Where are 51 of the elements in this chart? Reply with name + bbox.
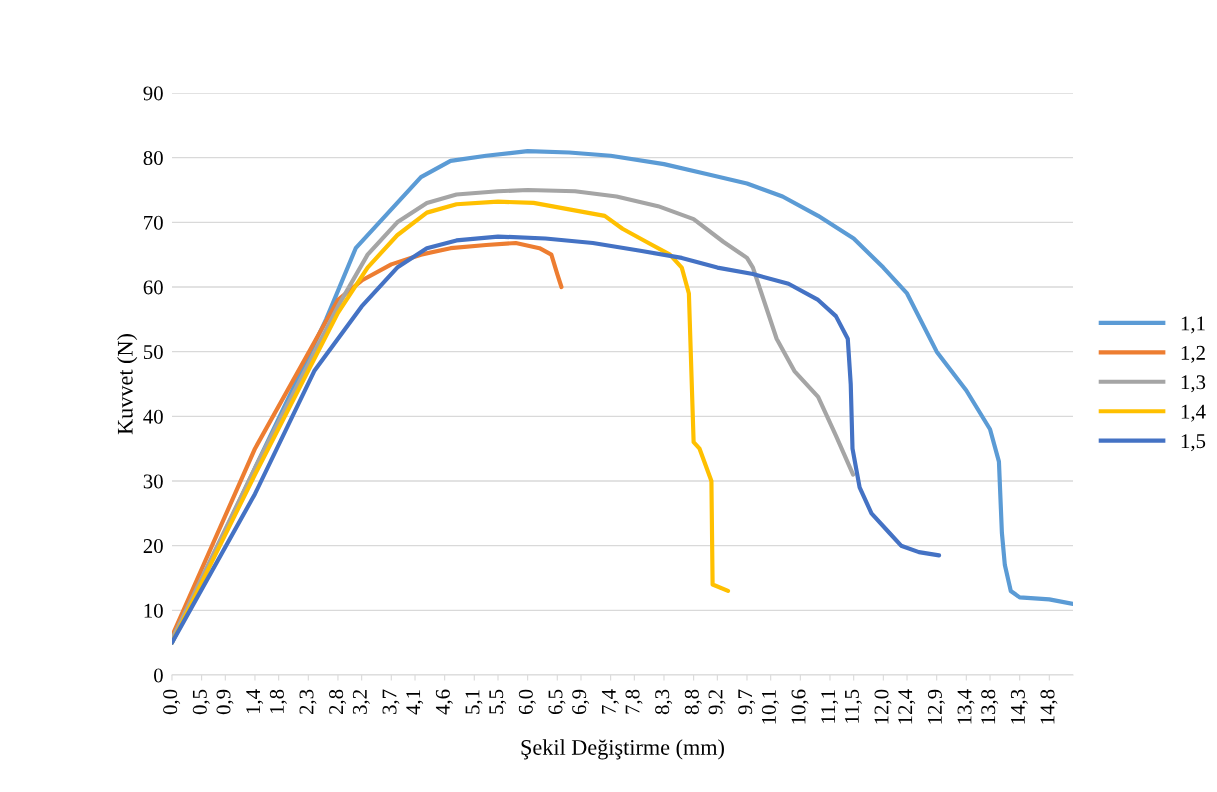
x-tick-label: 9,2 bbox=[708, 690, 726, 715]
x-tick-label: 4,6 bbox=[435, 689, 453, 715]
x-tick-label: 13,4 bbox=[957, 689, 975, 724]
legend-label: 1,5 bbox=[1181, 434, 1206, 452]
y-axis-title: Kuvvet (N) bbox=[117, 334, 138, 435]
y-tick-label: 70 bbox=[144, 215, 163, 230]
x-tick-label: 11,5 bbox=[844, 689, 862, 723]
x-tick-label: 0,5 bbox=[192, 689, 210, 715]
x-tick-label: 8,8 bbox=[684, 689, 702, 715]
legend-label: 1,2 bbox=[1181, 345, 1205, 363]
x-tick-label: 6,0 bbox=[518, 689, 536, 715]
x-tick-label: 10,1 bbox=[761, 690, 779, 724]
x-axis-title: Şekil Değiştirme (mm) bbox=[521, 739, 724, 760]
y-tick-label: 40 bbox=[143, 409, 163, 424]
x-tick-label: 6,9 bbox=[572, 689, 590, 715]
x-tick-label: 8,3 bbox=[655, 689, 673, 715]
x-tick-label: 2,8 bbox=[329, 689, 347, 715]
x-tick-label: 1,4 bbox=[246, 689, 264, 714]
x-tick-label: 14,8 bbox=[1040, 689, 1058, 724]
line-series bbox=[171, 234, 942, 645]
y-tick-label: 30 bbox=[143, 474, 163, 489]
x-tick-label: 2,3 bbox=[299, 689, 317, 715]
x-tick-label: 0,9 bbox=[216, 689, 234, 715]
x-tick-label: 11,1 bbox=[821, 690, 839, 723]
legend-label: 1,4 bbox=[1181, 404, 1206, 422]
x-tick-label: 12,0 bbox=[874, 689, 892, 724]
x-tick-label: 7,8 bbox=[625, 689, 643, 714]
x-tick-label: 3,7 bbox=[382, 689, 400, 714]
legend-label: 1,3 bbox=[1181, 375, 1206, 393]
x-tick-label: 3,2 bbox=[352, 690, 370, 714]
y-tick-label: 90 bbox=[143, 86, 163, 101]
x-tick-label: 9,7 bbox=[738, 689, 756, 715]
x-tick-label: 14,3 bbox=[1010, 689, 1028, 724]
x-tick-label: 12,9 bbox=[927, 689, 945, 724]
y-tick-label: 50 bbox=[144, 345, 163, 360]
x-tick-label: 4,1 bbox=[406, 690, 424, 715]
y-tick-label: 20 bbox=[143, 539, 163, 554]
x-tick-label: 12,4 bbox=[898, 689, 916, 724]
x-tick-label: 5,1 bbox=[465, 690, 483, 714]
x-tick-label: 5,5 bbox=[489, 689, 507, 714]
x-tick-label: 6,5 bbox=[548, 689, 566, 715]
x-tick-label: 1,8 bbox=[269, 689, 287, 714]
y-tick-label: 10 bbox=[144, 603, 163, 618]
legend-label: 1,1 bbox=[1181, 316, 1205, 334]
x-tick-label: 10,6 bbox=[791, 689, 809, 724]
y-tick-label: 0 bbox=[154, 668, 163, 683]
y-tick-label: 60 bbox=[143, 280, 163, 295]
x-tick-label: 13,8 bbox=[981, 689, 999, 724]
x-tick-label: 0,0 bbox=[163, 689, 181, 715]
x-tick-label: 7,4 bbox=[601, 689, 619, 714]
y-tick-label: 80 bbox=[143, 151, 163, 166]
